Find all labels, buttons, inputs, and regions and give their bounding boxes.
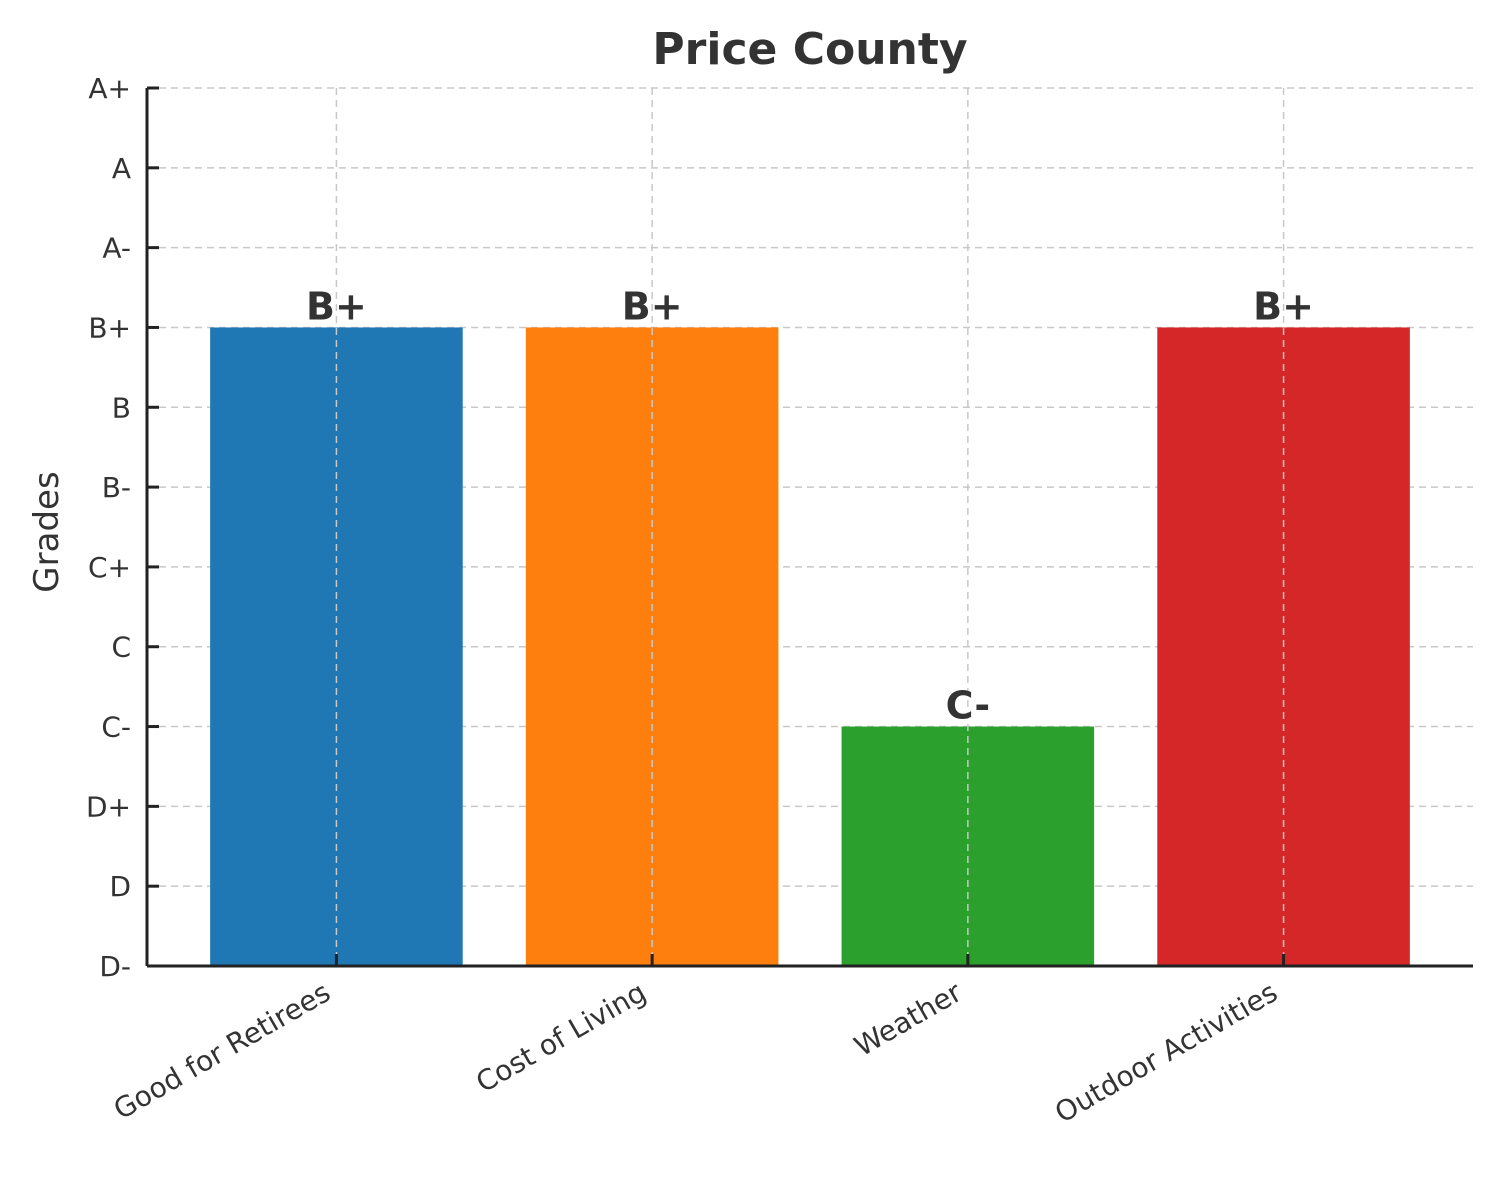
y-tick-label: B bbox=[112, 391, 131, 424]
data-label: B+ bbox=[1253, 284, 1314, 328]
y-axis-label: Grades bbox=[27, 471, 67, 592]
y-tick-label: A+ bbox=[88, 72, 131, 105]
y-tick-label: C- bbox=[101, 711, 131, 744]
y-tick-label: D bbox=[109, 870, 131, 903]
y-tick-label: C+ bbox=[88, 551, 131, 584]
y-tick-label: B+ bbox=[88, 311, 131, 344]
data-label: B+ bbox=[306, 284, 367, 328]
vertical-grid-layer bbox=[335, 88, 1285, 966]
axes-layer bbox=[145, 86, 1473, 968]
data-label: C- bbox=[946, 684, 991, 728]
data-label: B+ bbox=[622, 284, 683, 328]
y-tick-label: A- bbox=[102, 232, 131, 265]
y-tick-label: C bbox=[111, 631, 131, 664]
y-tick-label: A bbox=[112, 152, 131, 185]
chart-title: Price County bbox=[652, 24, 967, 75]
x-tick-label: Outdoor Activities bbox=[1049, 975, 1283, 1129]
x-tick-label: Good for Retirees bbox=[108, 975, 336, 1126]
y-tick-label: D+ bbox=[86, 790, 131, 823]
y-tick-label: D- bbox=[99, 950, 131, 983]
x-tick-label: Cost of Living bbox=[470, 975, 651, 1099]
x-tick-label: Weather bbox=[849, 975, 968, 1063]
y-tick-label: B- bbox=[102, 471, 131, 504]
